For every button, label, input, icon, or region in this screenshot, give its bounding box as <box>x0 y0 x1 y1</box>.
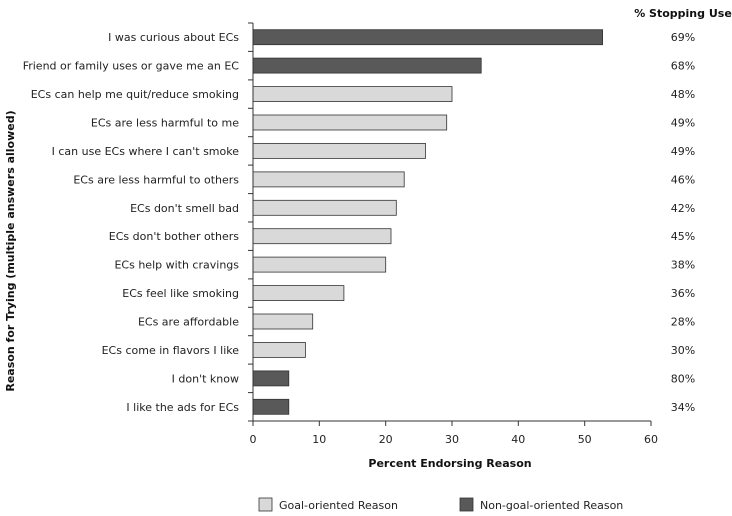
x-tick-label-6: 60 <box>644 433 658 446</box>
stopping-use-6: 46% <box>671 173 695 186</box>
category-label-8: ECs don't bother others <box>109 230 239 243</box>
category-label-7: ECs don't smell bad <box>130 202 239 215</box>
legend-swatch-goal <box>258 497 273 512</box>
x-tick-label-4: 40 <box>511 433 525 446</box>
category-label-1: I was curious about ECs <box>108 31 239 44</box>
category-label-14: I like the ads for ECs <box>126 401 239 414</box>
bar-8 <box>252 228 392 245</box>
bar-7 <box>252 199 397 216</box>
stopping-use-9: 38% <box>671 259 695 272</box>
category-label-9: ECs help with cravings <box>114 259 239 272</box>
x-axis-title: Percent Endorsing Reason <box>368 457 531 470</box>
bars-group <box>252 29 604 415</box>
stopping-use-2: 68% <box>671 60 695 73</box>
bar-11 <box>252 313 314 330</box>
bar-2 <box>252 57 482 74</box>
stopping-use-header: % Stopping Use <box>634 7 732 20</box>
bar-6 <box>252 171 405 188</box>
stopping-use-12: 30% <box>671 344 695 357</box>
category-label-6: ECs are less harmful to others <box>73 173 239 186</box>
category-label-5: I can use ECs where I can't smoke <box>52 145 240 158</box>
stopping-use-10: 36% <box>671 287 695 300</box>
bar-12 <box>252 341 306 358</box>
bar-5 <box>252 142 426 159</box>
category-label-13: I don't know <box>172 372 239 385</box>
x-tick-label-2: 20 <box>379 433 393 446</box>
stopping-use-4: 49% <box>671 117 695 130</box>
x-tick-label-3: 30 <box>445 433 459 446</box>
stopping-use-8: 45% <box>671 230 695 243</box>
bar-3 <box>252 86 453 102</box>
x-tick-label-0: 0 <box>250 433 257 446</box>
category-labels: I was curious about ECs Friend or family … <box>23 31 240 414</box>
category-label-3: ECs can help me quit/reduce smoking <box>31 88 239 101</box>
category-label-11: ECs are affordable <box>138 316 239 329</box>
stopping-use-3: 48% <box>671 88 695 101</box>
axes-group: 0 10 20 30 40 50 60 <box>248 22 658 446</box>
bar-14 <box>252 398 290 415</box>
bar-9 <box>252 256 387 273</box>
stopping-use-11: 28% <box>671 316 695 329</box>
stopping-use-7: 42% <box>671 202 695 215</box>
stopping-use-14: 34% <box>671 401 695 414</box>
category-label-12: ECs come in flavors I like <box>102 344 240 357</box>
stopping-use-1: 69% <box>671 31 695 44</box>
category-label-4: ECs are less harmful to me <box>91 117 239 130</box>
bar-13 <box>252 370 290 387</box>
legend: Goal-oriented Reason Non-goal-oriented Re… <box>258 497 623 512</box>
stopping-use-5: 49% <box>671 145 695 158</box>
x-tick-label-1: 10 <box>312 433 326 446</box>
bar-1 <box>252 29 604 46</box>
stopping-use-labels: 69% 68% 48% 49% 49% 46% 42% 45% 38% 36% 28% 30% 80% 3… <box>671 31 695 414</box>
category-label-2: Friend or family uses or gave me an EC <box>23 60 240 73</box>
legend-label-goal: Goal-oriented Reason <box>279 499 398 512</box>
legend-swatch-non-goal <box>459 497 474 512</box>
stopping-use-13: 80% <box>671 372 695 385</box>
legend-label-non-goal: Non-goal-oriented Reason <box>480 499 623 512</box>
x-tick-label-5: 50 <box>578 433 592 446</box>
y-axis-title: Reason for Trying (multiple answers allo… <box>4 110 17 391</box>
bar-10 <box>252 285 345 302</box>
bar-4 <box>252 114 448 131</box>
category-label-10: ECs feel like smoking <box>122 287 239 300</box>
